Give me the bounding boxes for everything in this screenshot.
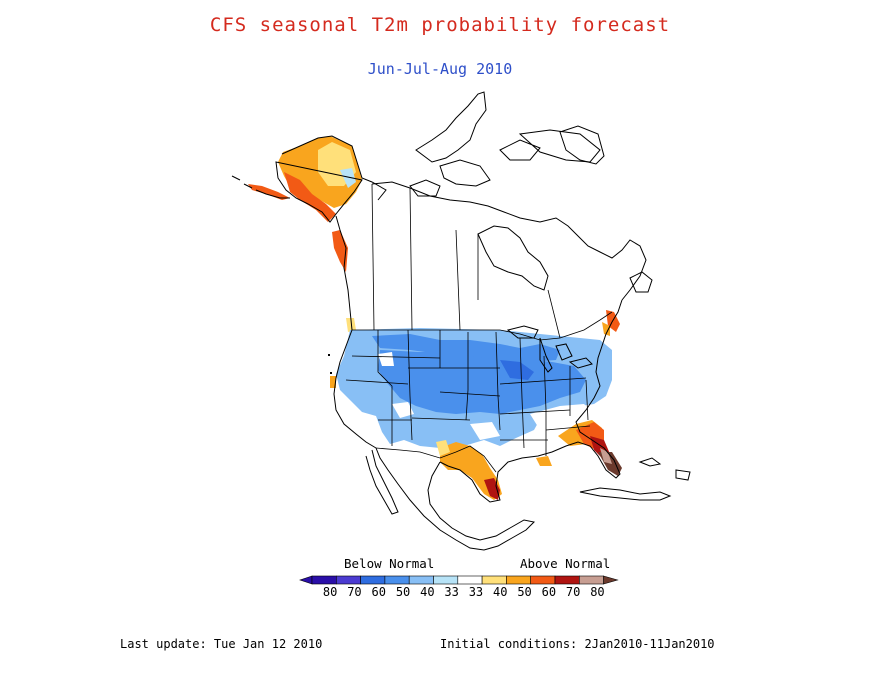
legend-tick-label: 60 [371,585,386,599]
aleutian-above [248,184,290,200]
legend-swatch [360,575,386,585]
last-update-text: Last update: Tue Jan 12 2010 [120,637,323,651]
legend-tick-label: 70 [347,585,362,599]
political-boundaries [345,183,613,473]
legend-tick-label: 40 [420,585,435,599]
legend-tick-label: 50 [517,585,532,599]
legend-swatch [554,575,580,585]
chart-title: CFS seasonal T2m probability forecast [209,14,671,36]
probability-shading [248,136,622,500]
alaska-below-patch [340,168,356,188]
legend-tick-label: 70 [565,585,581,599]
below-normal-label: Below Normal [344,556,435,571]
legend-swatch [506,575,531,585]
texas-light [436,440,450,456]
legend-swatch [311,575,337,585]
northern-tier-below [372,334,560,362]
state-lines-horizontal [345,355,591,441]
legend-tick-label: 33 [444,585,459,599]
us-mexico-border [375,445,497,473]
stray-marks [328,354,332,374]
us-canada-border [352,311,613,341]
initial-conditions-text: Initial conditions: 2Jan2010-11Jan2010 [440,637,715,651]
newfoundland-outline [629,271,653,293]
canada-north-coast [371,181,647,301]
above-normal-label: Above Normal [520,556,611,571]
legend-swatch [578,575,604,585]
legend-tick-label: 33 [468,585,484,599]
legend-left-arrow [299,575,313,585]
central-us-below-normal [378,350,586,414]
alaska-coast-above-normal [284,172,336,222]
legend-tick-label: 50 [395,585,411,599]
florida-tan [600,448,612,464]
bc-coast-outline [335,215,353,331]
west-coast-above [330,376,336,388]
legend-tick-label: 60 [541,585,557,599]
legend-right-arrow [603,575,619,585]
legend-swatch [433,575,459,585]
legend-swatch [408,575,434,585]
coastlines [231,91,691,551]
legend-swatch [335,575,361,585]
legend-swatch [384,575,410,585]
legend-tick-label: 80 [322,585,338,599]
gulf-coast-above [536,456,552,466]
interior-neutral-3 [470,422,500,440]
interior-neutral-1 [392,402,414,418]
new-england-light [602,322,610,336]
arctic-islands-outline [409,91,601,197]
greenland-outline [559,125,605,165]
legend-colorbar [299,575,619,585]
legend-tick-label: 80 [590,585,605,599]
caribbean-outline [579,457,691,501]
hudson-bay-outline [477,225,549,291]
upper-midwest-below [500,360,534,380]
east-coast-outline [439,299,623,503]
season-subtitle: Jun-Jul-Aug 2010 [367,60,513,78]
west-coast-outline [333,329,377,449]
aleutians-outline [231,175,290,199]
baja-outline [365,449,399,515]
great-lakes-outline [506,325,593,373]
legend-swatch [481,575,507,585]
legend-tick-label: 40 [493,585,508,599]
mexico-outline [375,447,536,551]
canada-province-lines [371,183,561,339]
alaska-outline [275,135,387,223]
legend-swatch [457,575,483,585]
interior-neutral-2 [378,352,394,366]
legend-swatch [530,575,556,585]
